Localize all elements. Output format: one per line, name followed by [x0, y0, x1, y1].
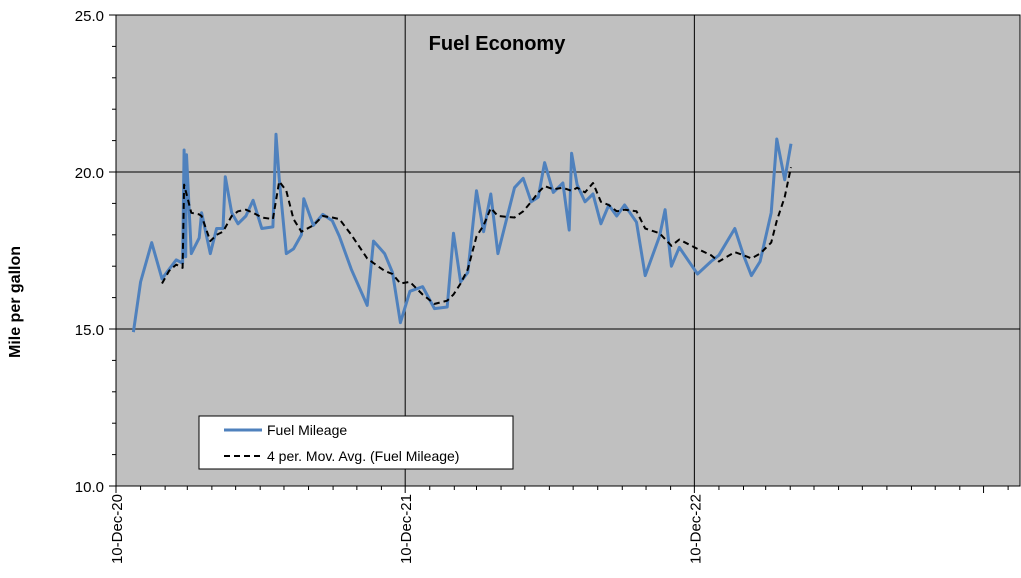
plot-area	[116, 15, 1020, 486]
axes: 10.0 15.0 20.0 25.0 10-Dec-20 10-Dec-21 10-Dec…	[75, 8, 1021, 564]
y-tick-label: 25.0	[75, 8, 104, 25]
legend: Fuel Mileage 4 per. Mov. Avg. (Fuel Mile…	[198, 415, 514, 470]
x-tick-label: 10-Dec-20	[109, 494, 126, 564]
legend-label-moving-average: 4 per. Mov. Avg. (Fuel Mileage)	[267, 448, 459, 464]
y-tick-label: 15.0	[75, 322, 104, 339]
y-tick-label: 10.0	[75, 479, 104, 496]
x-tick-label: 10-Dec-22	[687, 494, 704, 564]
y-axis-label: Mile per gallon	[7, 246, 24, 358]
x-tick-label: 10-Dec-21	[398, 494, 415, 564]
y-tick-label: 20.0	[75, 165, 104, 182]
series-layer	[131, 132, 793, 333]
plot-border	[115, 14, 1021, 487]
chart-title: Fuel Economy	[429, 33, 567, 55]
series-line-fuel-mileage	[131, 132, 793, 333]
gridlines	[116, 15, 1020, 486]
legend-label-fuel-mileage: Fuel Mileage	[267, 422, 347, 438]
legend-box	[198, 415, 514, 470]
series-line-moving-average	[161, 167, 792, 305]
